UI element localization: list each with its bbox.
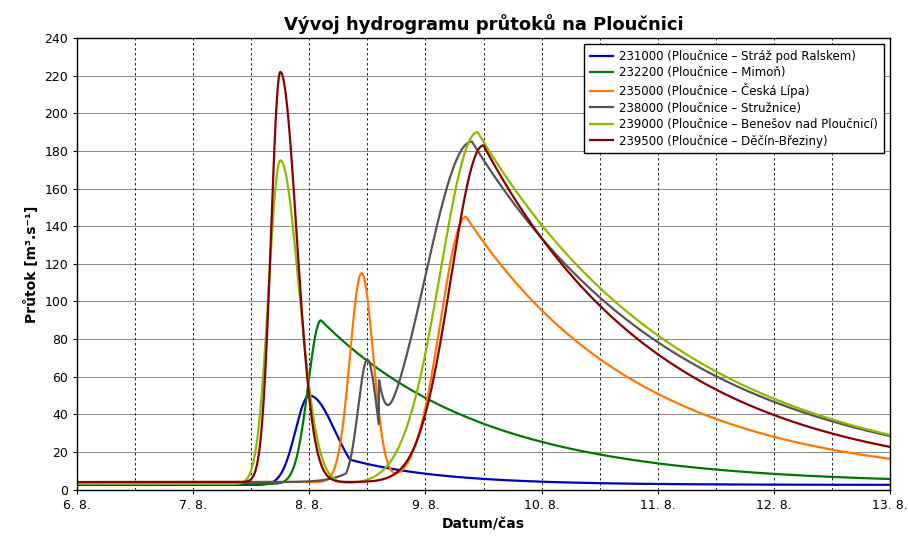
239000 (Ploučnice – Benešov nad Ploučnicí) <box>419 357 429 363</box>
231000 (Ploučnice – Stráž pod Ralskem) <box>72 481 83 488</box>
Y-axis label: Průtok [m³.s⁻¹]: Průtok [m³.s⁻¹] <box>24 205 39 323</box>
231000 (Ploučnice – Stráž pod Ralskem) <box>212 481 223 488</box>
239500 (Ploučnice – Děčín-Březiny) <box>383 474 394 480</box>
239000 (Ploučnice – Benešov nad Ploučnicí) <box>212 481 223 487</box>
238000 (Ploučnice – Stružnice) <box>781 403 792 410</box>
231000 (Ploučnice – Stráž pod Ralskem) <box>884 481 895 488</box>
239000 (Ploučnice – Benešov nad Ploučnicí) <box>869 428 880 435</box>
238000 (Ploučnice – Stružnice) <box>869 429 880 436</box>
239500 (Ploučnice – Děčín-Březiny) <box>781 416 792 423</box>
235000 (Ploučnice – Česká Lípa) <box>212 479 223 485</box>
239500 (Ploučnice – Děčín-Březiny) <box>164 479 175 485</box>
238000 (Ploučnice – Stružnice) <box>419 279 429 285</box>
232200 (Ploučnice – Mimoň) <box>315 317 326 324</box>
239000 (Ploučnice – Benešov nad Ploučnicí) <box>72 481 83 487</box>
231000 (Ploučnice – Stráž pod Ralskem) <box>383 465 394 472</box>
239500 (Ploučnice – Děčín-Březiny) <box>275 69 286 75</box>
238000 (Ploučnice – Stružnice) <box>72 479 83 485</box>
235000 (Ploučnice – Česká Lípa) <box>884 455 895 462</box>
239500 (Ploučnice – Děčín-Březiny) <box>72 479 83 485</box>
232200 (Ploučnice – Mimoň) <box>164 481 175 487</box>
232200 (Ploučnice – Mimoň) <box>869 475 880 482</box>
231000 (Ploučnice – Stráž pod Ralskem) <box>781 481 792 488</box>
239000 (Ploučnice – Benešov nad Ploučnicí) <box>781 400 792 407</box>
Line: 231000 (Ploučnice – Stráž pod Ralskem): 231000 (Ploučnice – Stráž pod Ralskem) <box>77 395 890 485</box>
232200 (Ploučnice – Mimoň) <box>419 394 429 400</box>
232200 (Ploučnice – Mimoň) <box>212 481 223 487</box>
235000 (Ploučnice – Česká Lípa) <box>419 411 429 417</box>
X-axis label: Datum/čas: Datum/čas <box>442 517 525 531</box>
Line: 239500 (Ploučnice – Děčín-Březiny): 239500 (Ploučnice – Děčín-Březiny) <box>77 72 890 482</box>
Line: 239000 (Ploučnice – Benešov nad Ploučnicí): 239000 (Ploučnice – Benešov nad Ploučnic… <box>77 132 890 484</box>
231000 (Ploučnice – Stráž pod Ralskem) <box>869 481 880 488</box>
Legend: 231000 (Ploučnice – Stráž pod Ralskem), 232200 (Ploučnice – Mimoň), 235000 (Plou: 231000 (Ploučnice – Stráž pod Ralskem), … <box>584 44 883 153</box>
239000 (Ploučnice – Benešov nad Ploučnicí) <box>472 129 483 135</box>
235000 (Ploučnice – Česká Lípa) <box>460 214 471 220</box>
231000 (Ploučnice – Stráž pod Ralskem) <box>164 481 175 488</box>
231000 (Ploučnice – Stráž pod Ralskem) <box>419 471 429 477</box>
239500 (Ploučnice – Děčín-Březiny) <box>884 443 895 450</box>
238000 (Ploučnice – Stružnice) <box>884 432 895 439</box>
235000 (Ploučnice – Česká Lípa) <box>383 462 394 469</box>
231000 (Ploučnice – Stráž pod Ralskem) <box>304 392 315 399</box>
238000 (Ploučnice – Stružnice) <box>212 479 223 485</box>
235000 (Ploučnice – Česká Lípa) <box>781 437 792 443</box>
235000 (Ploučnice – Česká Lípa) <box>869 453 880 460</box>
Title: Vývoj hydrogramu průtoků na Ploučnici: Vývoj hydrogramu průtoků na Ploučnici <box>283 14 684 34</box>
232200 (Ploučnice – Mimoň) <box>884 476 895 483</box>
232200 (Ploučnice – Mimoň) <box>72 481 83 487</box>
Line: 232200 (Ploučnice – Mimoň): 232200 (Ploučnice – Mimoň) <box>77 320 890 484</box>
239000 (Ploučnice – Benešov nad Ploučnicí) <box>164 481 175 487</box>
239000 (Ploučnice – Benešov nad Ploučnicí) <box>383 461 394 467</box>
238000 (Ploučnice – Stružnice) <box>383 401 394 408</box>
239500 (Ploučnice – Děčín-Březiny) <box>419 415 429 421</box>
235000 (Ploučnice – Česká Lípa) <box>72 479 83 485</box>
239500 (Ploučnice – Děčín-Březiny) <box>212 479 223 485</box>
Line: 235000 (Ploučnice – Česká Lípa): 235000 (Ploučnice – Česká Lípa) <box>77 217 890 482</box>
239500 (Ploučnice – Děčín-Březiny) <box>869 441 880 447</box>
232200 (Ploučnice – Mimoň) <box>383 373 394 380</box>
Line: 238000 (Ploučnice – Stružnice): 238000 (Ploučnice – Stružnice) <box>77 141 890 482</box>
238000 (Ploučnice – Stružnice) <box>164 479 175 485</box>
235000 (Ploučnice – Česká Lípa) <box>164 479 175 485</box>
238000 (Ploučnice – Stružnice) <box>467 138 478 145</box>
239000 (Ploučnice – Benešov nad Ploučnicí) <box>884 432 895 438</box>
232200 (Ploučnice – Mimoň) <box>781 471 792 478</box>
